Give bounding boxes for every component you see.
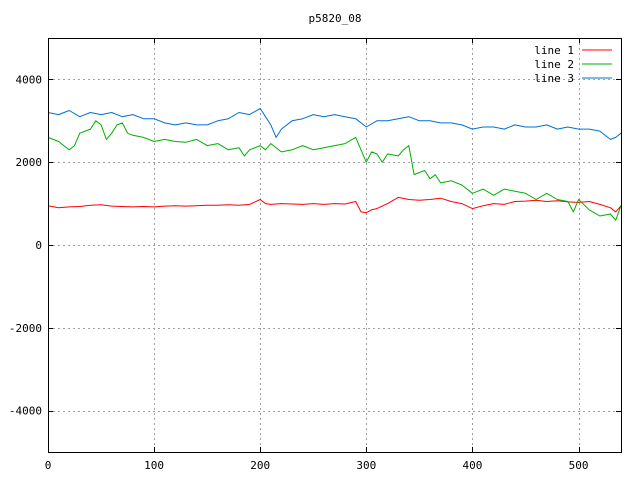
y-tick-label: 0 bbox=[35, 239, 42, 252]
x-tick-label: 200 bbox=[250, 459, 270, 472]
legend-label: line 2 bbox=[534, 58, 574, 71]
chart-title: p5820_08 bbox=[309, 12, 362, 25]
y-tick-label: 4000 bbox=[16, 73, 43, 86]
series-layer bbox=[47, 107, 622, 221]
series-line-2 bbox=[47, 120, 622, 221]
x-tick-label: 400 bbox=[463, 459, 483, 472]
series-line-1 bbox=[47, 196, 622, 214]
y-tick-label: -4000 bbox=[9, 405, 42, 418]
axis-ticks: 0 100 200 300 400 500 -4000 -2000 0 2000 4000 bbox=[9, 38, 621, 472]
y-tick-label: 2000 bbox=[16, 156, 43, 169]
y-tick-label: -2000 bbox=[9, 322, 42, 335]
x-tick-label: 500 bbox=[569, 459, 589, 472]
legend-label: line 1 bbox=[534, 44, 574, 57]
x-tick-label: 0 bbox=[45, 459, 52, 472]
x-tick-label: 300 bbox=[356, 459, 376, 472]
grid bbox=[48, 38, 621, 452]
legend-label: line 3 bbox=[534, 72, 574, 85]
series-line-3 bbox=[47, 107, 622, 140]
x-tick-label: 100 bbox=[144, 459, 164, 472]
